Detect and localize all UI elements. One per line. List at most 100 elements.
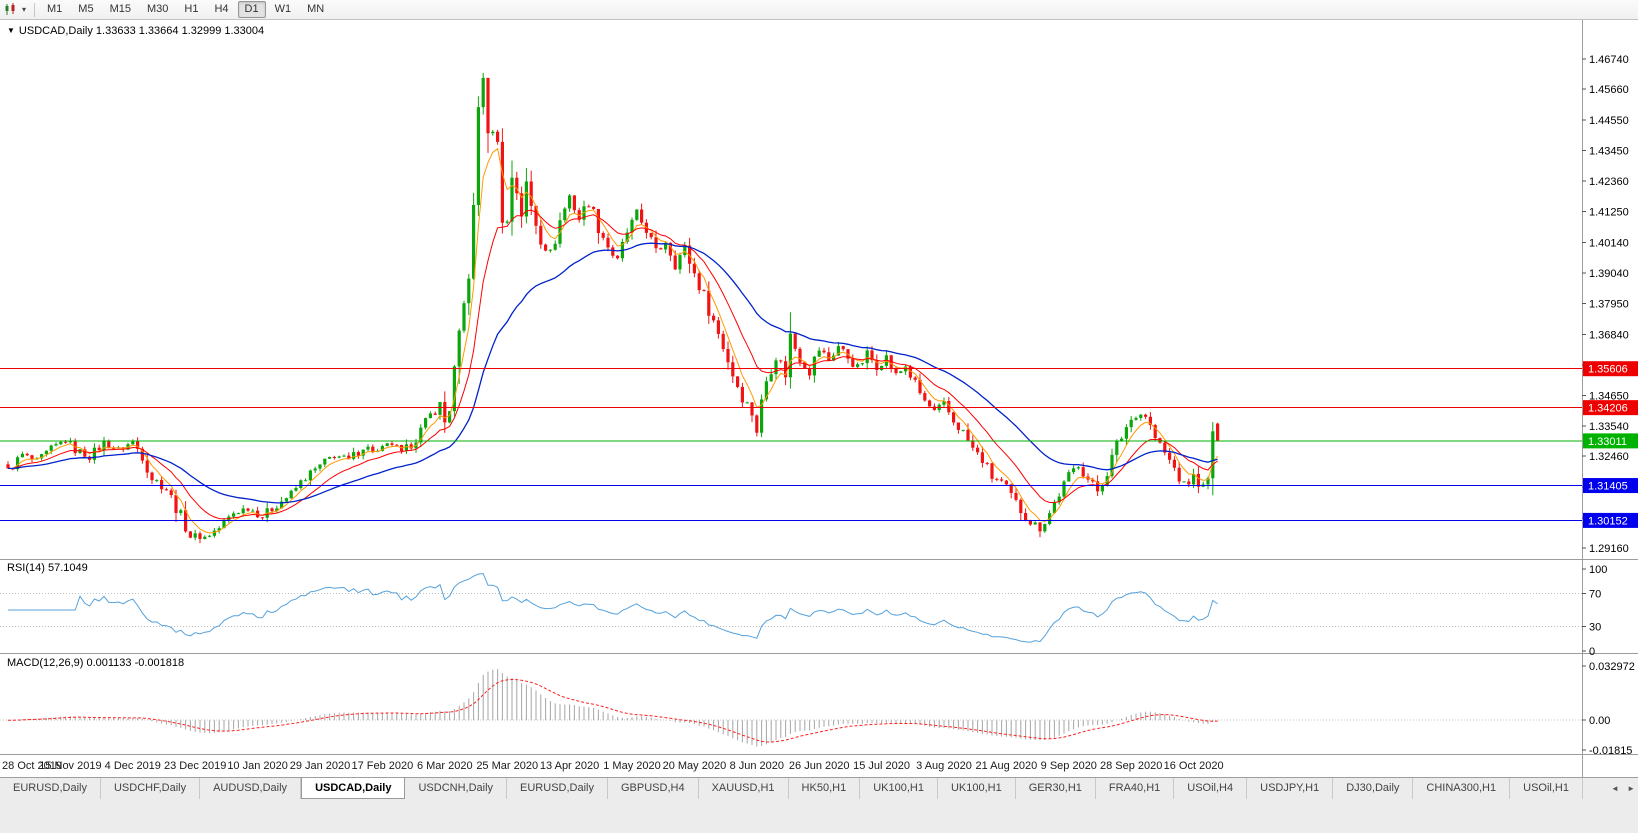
- tab-gbpusd-h4[interactable]: GBPUSD,H4: [608, 778, 699, 799]
- candle-body: [707, 290, 711, 316]
- tab-scroll-right-button[interactable]: ►: [1627, 784, 1635, 793]
- candle-body: [1129, 419, 1133, 428]
- timeframe-button-m5[interactable]: M5: [78, 3, 94, 15]
- candle-body: [731, 362, 735, 377]
- candle-body: [424, 418, 428, 428]
- timeframe-button-w1[interactable]: W1: [274, 3, 292, 15]
- candle-body: [779, 360, 783, 362]
- candle-body: [956, 422, 960, 430]
- timeframe-button-m1[interactable]: M1: [47, 3, 63, 15]
- chart-window[interactable]: 1.46740 1.45660 1.44550 1.43450 1.42360 1.412…: [0, 20, 1638, 777]
- candle-body: [1052, 502, 1056, 514]
- candle-body: [1028, 520, 1032, 525]
- candle-body: [942, 400, 946, 405]
- candle-body: [889, 355, 893, 369]
- tab-china300-h1[interactable]: CHINA300,H1: [1413, 778, 1511, 799]
- candle-body: [30, 455, 34, 460]
- tab-usdjpy-h1[interactable]: USDJPY,H1: [1247, 778, 1334, 799]
- candle-body: [606, 237, 610, 248]
- timeframe-button-h1[interactable]: H1: [184, 3, 199, 15]
- tab-usoil-h1[interactable]: USOil,H1: [1510, 778, 1583, 799]
- tab-uk100-h1[interactable]: UK100,H1: [860, 778, 938, 799]
- ma-line-13: [7, 209, 1218, 520]
- candle-body: [208, 535, 212, 537]
- candle-body: [1206, 478, 1210, 485]
- timeframe-button-d1[interactable]: D1: [237, 1, 266, 18]
- tab-eurusd-daily[interactable]: EURUSD,Daily: [0, 778, 101, 799]
- timeframe-button-m15[interactable]: M15: [109, 3, 131, 15]
- date-label: 4 Dec 2019: [105, 760, 161, 772]
- candle-body: [49, 445, 53, 451]
- candle-body: [136, 441, 140, 449]
- candle-body: [640, 209, 644, 223]
- price-axis[interactable]: 1.46740 1.45660 1.44550 1.43450 1.42360 1.412…: [1582, 54, 1638, 757]
- timeframe-button-m30[interactable]: M30: [146, 3, 169, 15]
- candle-body: [760, 399, 764, 433]
- candle-body: [553, 243, 557, 250]
- toolbar-separator: [34, 2, 36, 17]
- candle-body: [203, 536, 207, 539]
- candle-body: [361, 449, 365, 456]
- tab-uk100-h1[interactable]: UK100,H1: [937, 778, 1016, 799]
- candle-body: [1110, 454, 1114, 477]
- candle-body: [563, 208, 567, 221]
- candle-body: [1177, 467, 1181, 482]
- candle-body: [145, 460, 149, 473]
- timeframe-button-mn[interactable]: MN: [307, 3, 325, 15]
- candle-body: [59, 441, 63, 445]
- candle-body: [1004, 480, 1008, 485]
- candle-body: [68, 440, 72, 443]
- candle-body: [755, 415, 759, 433]
- candle-body: [985, 462, 989, 464]
- candle-body: [304, 480, 308, 482]
- candle-body: [894, 368, 898, 374]
- price-tick-label: 1.44550: [1589, 115, 1629, 127]
- tab-eurusd-daily[interactable]: EURUSD,Daily: [507, 778, 608, 799]
- tab-usdchf-daily[interactable]: USDCHF,Daily: [100, 778, 201, 799]
- top-toolbar: ▾ M1 M5 M15 M30 H1 H4 D1 W1 MN: [0, 0, 1638, 20]
- tab-ger30-h1[interactable]: GER30,H1: [1015, 778, 1096, 799]
- candle-body: [1124, 427, 1128, 439]
- candle-body: [1009, 484, 1013, 493]
- candle-body: [1067, 472, 1071, 482]
- candle-body: [169, 490, 173, 496]
- tab-usoil-h4[interactable]: USOil,H4: [1174, 778, 1248, 799]
- candle-body: [505, 221, 509, 223]
- tab-dj30-daily[interactable]: DJ30,Daily: [1333, 778, 1414, 799]
- candle-body: [923, 393, 927, 401]
- tab-hk50-h1[interactable]: HK50,H1: [788, 778, 861, 799]
- chart-canvas[interactable]: 1.46740 1.45660 1.44550 1.43450 1.42360 1.412…: [0, 20, 1638, 777]
- candlestick-chart-icon: [5, 3, 15, 15]
- candle-body: [241, 508, 245, 514]
- tab-usdcnh-daily[interactable]: USDCNH,Daily: [405, 778, 508, 799]
- candle-body: [452, 366, 456, 412]
- candle-body: [299, 480, 303, 488]
- tab-fra40-h1[interactable]: FRA40,H1: [1095, 778, 1175, 799]
- candle-body: [44, 450, 48, 455]
- candle-body: [404, 444, 408, 452]
- dropdown-arrow-icon[interactable]: ▾: [22, 5, 27, 14]
- candle-body: [472, 204, 476, 279]
- candle-body: [1163, 442, 1167, 453]
- candle-body: [947, 400, 951, 413]
- level-price-badge-label: 1.33011: [1588, 436, 1627, 448]
- candle-body: [20, 453, 24, 458]
- tab-xauusd-h1[interactable]: XAUUSD,H1: [698, 778, 789, 799]
- candle-body: [740, 386, 744, 403]
- timeframe-button-h4[interactable]: H4: [214, 3, 229, 15]
- candle-body: [582, 206, 586, 220]
- chart-style-selector[interactable]: ▾: [0, 0, 30, 19]
- horizontal-level-lines[interactable]: [0, 368, 1582, 521]
- tab-audusd-daily[interactable]: AUDUSD,Daily: [200, 778, 302, 799]
- ma-line-5: [7, 147, 1219, 534]
- tab-scroll-left-button[interactable]: ◄: [1611, 784, 1619, 793]
- candle-body: [510, 177, 514, 222]
- candle-body: [601, 233, 605, 238]
- candle-body: [280, 501, 284, 509]
- tab-scrollers: ◄ ►: [1608, 777, 1638, 799]
- tab-usdcad-daily[interactable]: USDCAD,Daily: [301, 778, 406, 799]
- candle-body: [25, 453, 29, 456]
- candle-body: [769, 374, 773, 382]
- candle-body: [841, 346, 845, 350]
